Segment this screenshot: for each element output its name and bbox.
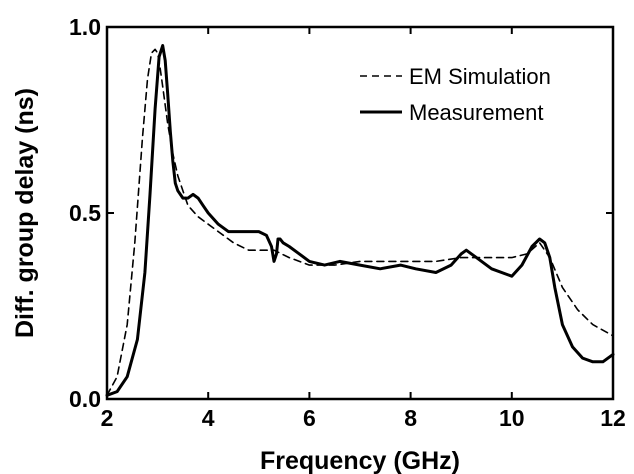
y-tick-label: 0.5: [69, 200, 101, 226]
y-tick-label: 0.0: [69, 386, 101, 412]
x-tick-label: 4: [202, 405, 215, 431]
x-tick-label: 10: [499, 405, 525, 431]
y-axis-title: Diff. group delay (ns): [11, 88, 39, 338]
legend: EM Simulation Measurement: [360, 64, 551, 125]
series-line-measurement: [105, 44, 615, 397]
x-tick-label: 6: [303, 405, 316, 431]
y-tick-label: 1.0: [69, 14, 101, 40]
x-tick-label: 12: [600, 405, 626, 431]
axis-ticks: 2 4 6 8 10 12 0.0 0.5 1.0: [69, 14, 626, 431]
legend-label: Measurement: [409, 100, 544, 125]
series-layer: [105, 44, 615, 397]
x-tick-label: 8: [404, 405, 417, 431]
series-line-em-simulation: [106, 48, 614, 397]
x-axis-title: Frequency (GHz): [260, 447, 460, 474]
legend-label: EM Simulation: [409, 64, 551, 89]
x-tick-label: 2: [101, 405, 114, 431]
